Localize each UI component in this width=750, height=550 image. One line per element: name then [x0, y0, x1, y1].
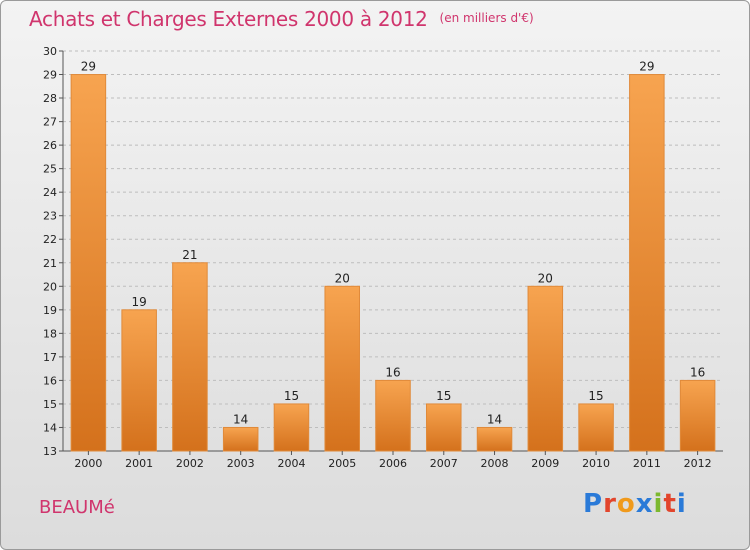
chart-subtitle: (en milliers d'€): [439, 11, 534, 25]
y-tick-label: 19: [43, 304, 57, 317]
logo-letter: i: [676, 489, 687, 519]
y-tick-label: 23: [43, 210, 57, 223]
x-tick-label: 2003: [227, 457, 255, 470]
x-tick-label: 2000: [74, 457, 102, 470]
y-tick-label: 16: [43, 374, 57, 387]
x-tick-label: 2006: [379, 457, 407, 470]
bar: [629, 74, 665, 452]
x-tick-label: 2011: [633, 457, 661, 470]
data-label: 20: [335, 271, 350, 285]
bar: [121, 309, 157, 452]
y-tick-label: 30: [43, 45, 57, 58]
data-label: 14: [487, 412, 502, 426]
y-tick-label: 22: [43, 233, 57, 246]
logo-letter: t: [663, 489, 677, 519]
commune-name: BEAUMé: [39, 497, 115, 518]
x-tick-label: 2005: [328, 457, 356, 470]
data-label: 14: [233, 412, 248, 426]
bar: [527, 285, 564, 452]
x-tick-label: 2001: [125, 457, 153, 470]
x-tick-label: 2007: [430, 457, 458, 470]
logo-letter: r: [603, 489, 617, 519]
data-label: 15: [284, 389, 299, 403]
data-label: 29: [639, 60, 654, 74]
bar: [426, 403, 462, 452]
x-tick-label: 2002: [176, 457, 204, 470]
bar: [375, 379, 411, 452]
x-tick-label: 2009: [531, 457, 559, 470]
data-label: 15: [436, 389, 451, 403]
y-tick-label: 26: [43, 139, 57, 152]
chart-title: Achats et Charges Externes 2000 à 2012 (e…: [29, 7, 534, 31]
y-tick-label: 24: [43, 186, 57, 199]
bar: [70, 74, 107, 452]
data-label: 29: [81, 60, 96, 74]
x-tick-label: 2008: [481, 457, 509, 470]
y-tick-label: 17: [43, 351, 57, 364]
y-tick-label: 29: [43, 69, 57, 82]
bar: [222, 426, 259, 452]
logo-letter: i: [653, 489, 664, 519]
y-tick-label: 18: [43, 327, 57, 340]
bar: [578, 403, 614, 452]
x-tick-label: 2004: [277, 457, 305, 470]
y-tick-label: 28: [43, 92, 57, 105]
y-tick-label: 13: [43, 445, 57, 458]
y-tick-label: 25: [43, 163, 57, 176]
proxiti-logo[interactable]: Proxiti: [583, 489, 687, 519]
y-tick-label: 21: [43, 257, 57, 270]
bar: [476, 426, 513, 452]
logo-letter: o: [616, 489, 636, 519]
data-label: 16: [385, 365, 400, 379]
y-tick-label: 20: [43, 280, 57, 293]
bar: [324, 285, 360, 452]
logo-letter: x: [635, 489, 654, 519]
x-tick-label: 2012: [684, 457, 712, 470]
x-tick-label: 2010: [582, 457, 610, 470]
bar: [679, 379, 716, 452]
chart-title-text: Achats et Charges Externes 2000 à 2012: [29, 7, 428, 31]
logo-letter: P: [583, 489, 604, 519]
y-tick-label: 27: [43, 116, 57, 129]
data-label: 21: [182, 248, 197, 262]
bar: [172, 262, 208, 452]
y-tick-label: 14: [43, 421, 57, 434]
data-label: 15: [588, 389, 603, 403]
y-tick-label: 15: [43, 398, 57, 411]
data-label: 20: [538, 271, 553, 285]
data-label: 16: [690, 365, 705, 379]
bar: [273, 403, 310, 452]
data-label: 19: [132, 295, 147, 309]
